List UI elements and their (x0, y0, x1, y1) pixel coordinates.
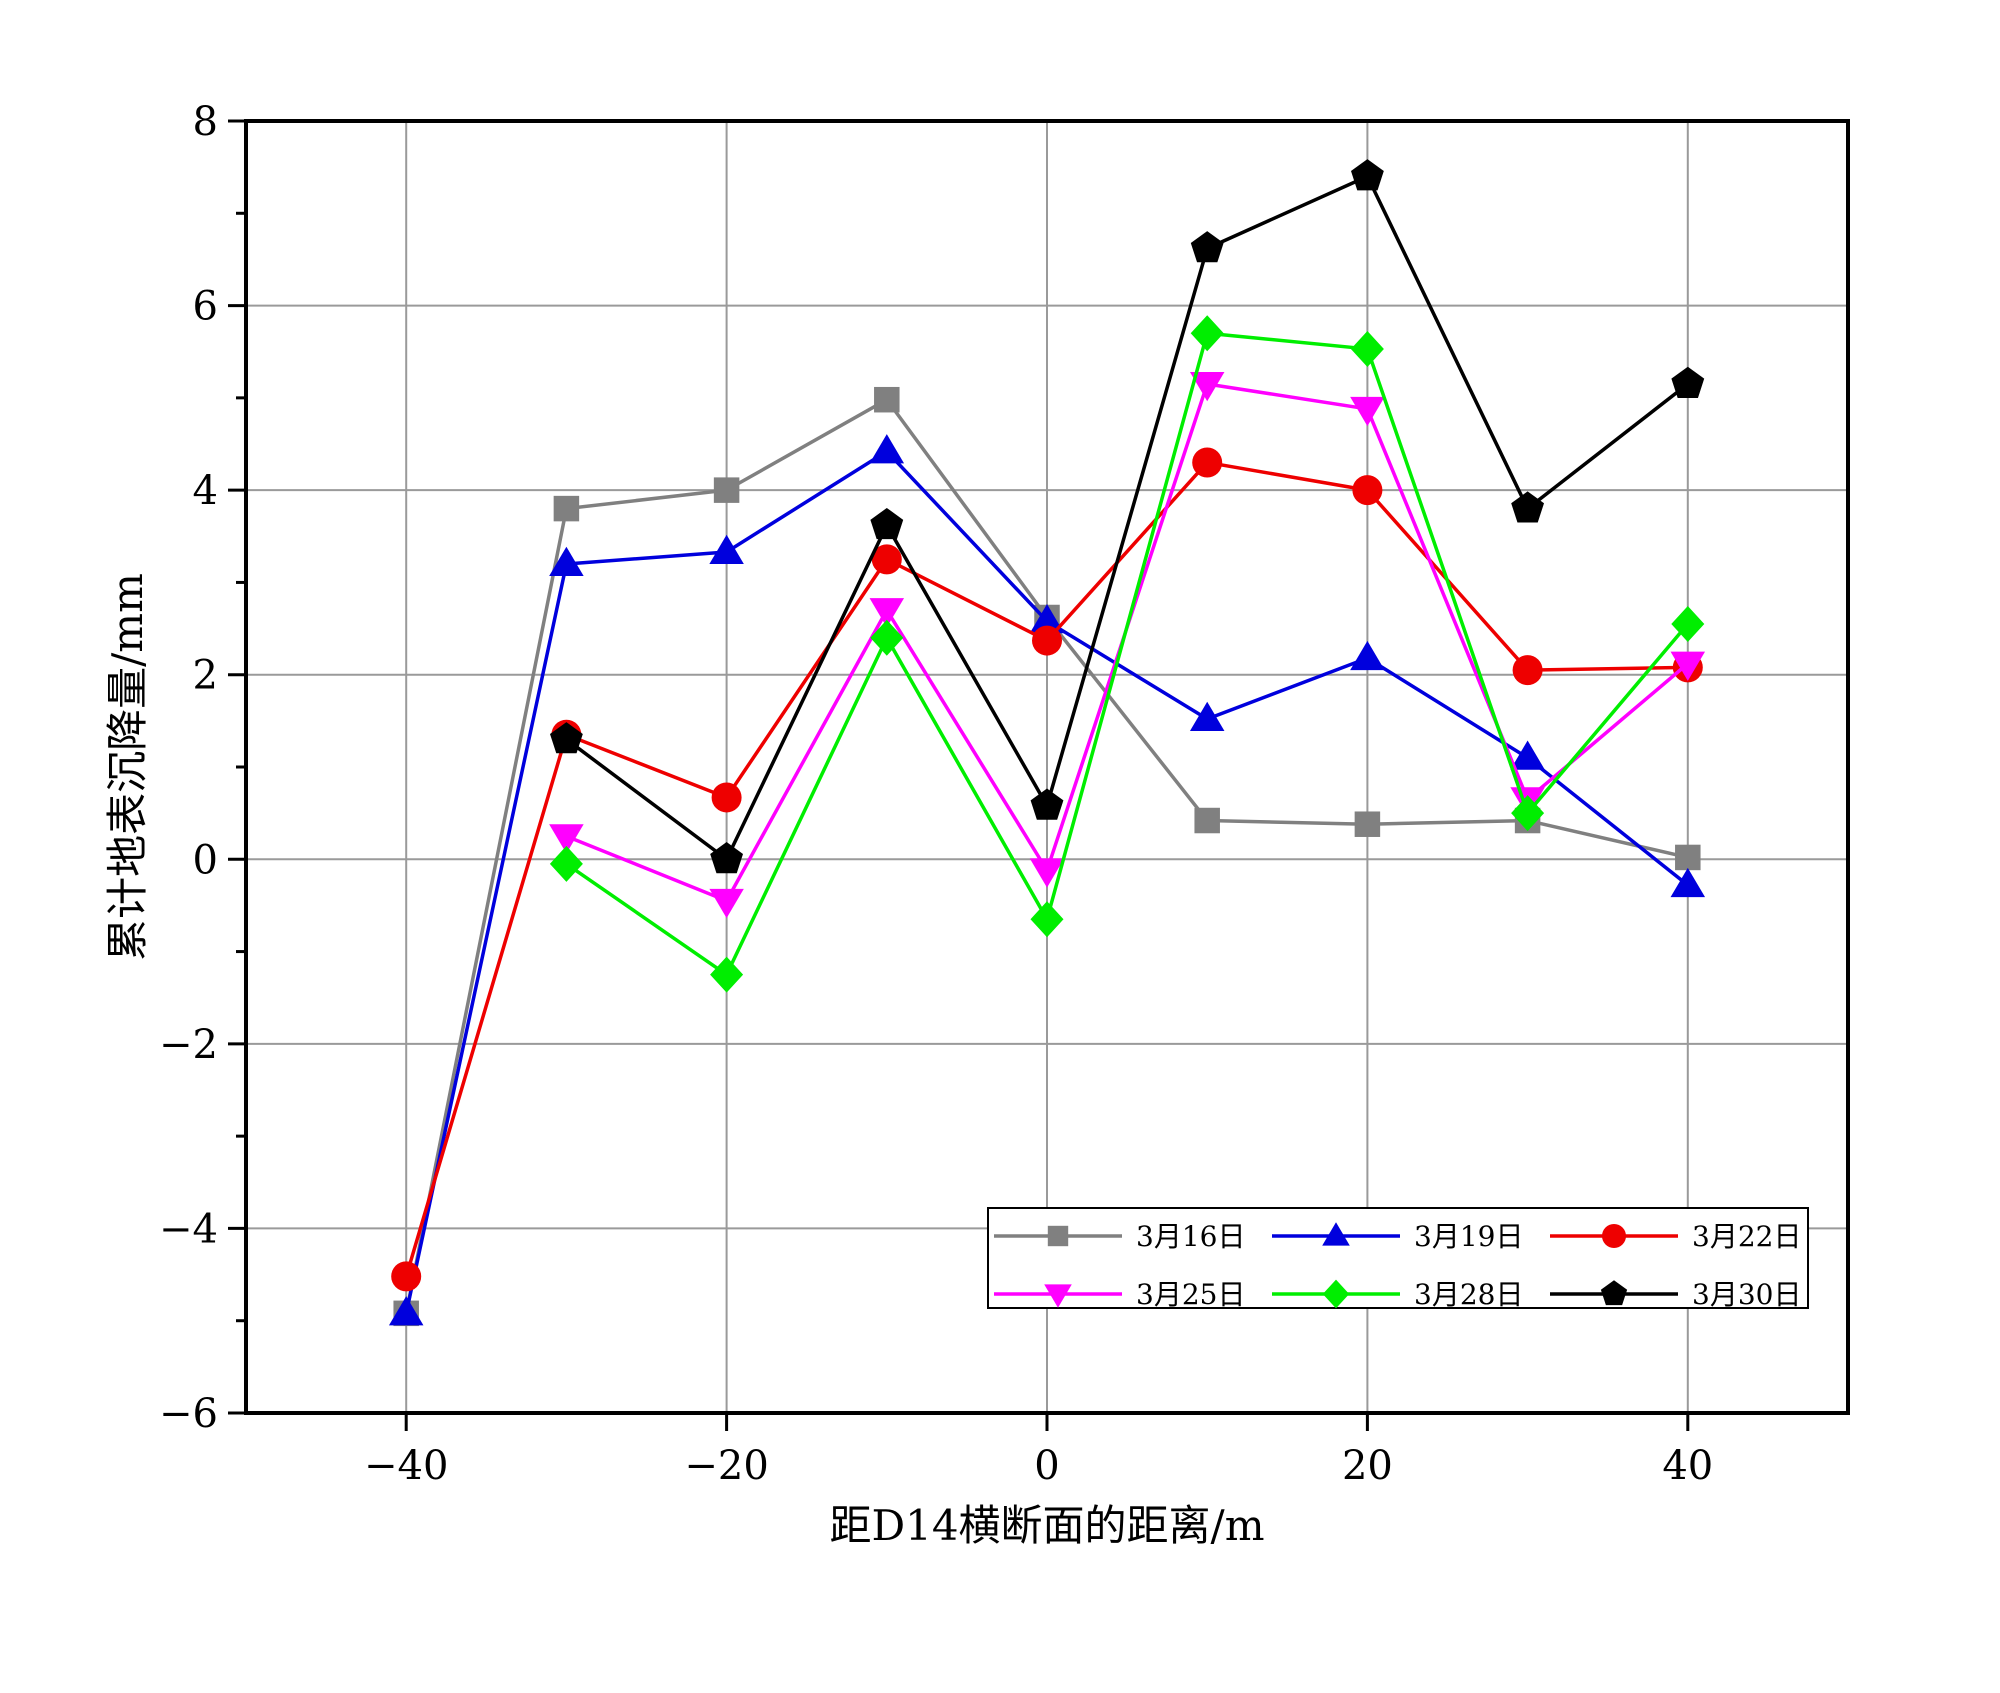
data-point (1192, 447, 1223, 478)
legend-item: 3月22日 (1550, 1220, 1801, 1253)
legend-item: 3月19日 (1272, 1220, 1523, 1253)
legend-label: 3月28日 (1414, 1278, 1523, 1311)
series-3 (391, 447, 1703, 1292)
data-point (1350, 330, 1384, 367)
data-point (870, 507, 904, 540)
data-point (710, 956, 744, 993)
data-point (1350, 159, 1384, 191)
data-point (1030, 901, 1064, 938)
data-point (869, 598, 905, 628)
series-layer (388, 159, 1706, 1327)
data-point (549, 845, 583, 882)
legend-item: 3月25日 (994, 1278, 1245, 1311)
y-tick-label: 4 (193, 468, 218, 514)
y-tick-label: 6 (193, 284, 218, 330)
x-axis-title: 距D14横断面的距离/m (829, 1501, 1264, 1550)
legend-label: 3月19日 (1414, 1220, 1523, 1253)
y-tick-label: 8 (193, 99, 218, 145)
data-point (1511, 491, 1545, 523)
data-point (1350, 640, 1385, 671)
data-point (710, 842, 744, 874)
y-axis-title: 累计地表沉降量/mm (103, 573, 152, 961)
data-point (549, 722, 583, 754)
data-point (1670, 867, 1706, 898)
series-2 (388, 434, 1706, 1326)
data-point (874, 386, 900, 413)
series-5 (549, 315, 1705, 993)
data-point (1671, 605, 1705, 642)
legend: 3月16日 3月19日 3月22日 3月25日 3月28日 3月30日 (987, 1207, 1809, 1311)
data-point (870, 619, 904, 656)
legend-label: 3月22日 (1692, 1220, 1801, 1253)
data-point (1602, 1224, 1626, 1248)
x-tick-label: 40 (1662, 1443, 1713, 1489)
data-point (553, 495, 580, 522)
x-tick-label: 20 (1342, 1443, 1393, 1489)
data-point (1600, 1280, 1628, 1306)
data-point (1671, 366, 1705, 398)
data-point (1670, 651, 1706, 681)
data-point (1047, 1225, 1069, 1247)
data-point (1189, 701, 1225, 732)
data-point (549, 546, 584, 576)
data-point (1190, 315, 1224, 352)
data-point (711, 782, 742, 813)
data-point (1352, 475, 1383, 506)
data-point (1029, 858, 1065, 888)
series-4 (549, 372, 1706, 919)
data-point (549, 824, 584, 854)
y-tick-label: −4 (159, 1206, 218, 1252)
series-line (565, 174, 1689, 862)
y-tick-label: 2 (193, 653, 218, 699)
legend-item: 3月16日 (994, 1220, 1245, 1253)
data-point (871, 544, 902, 575)
data-point (869, 434, 905, 464)
data-point (1322, 1222, 1350, 1246)
data-point (1030, 788, 1064, 820)
legend-item: 3月28日 (1272, 1278, 1523, 1311)
data-point (1510, 740, 1545, 770)
data-point (1511, 795, 1545, 832)
data-point (1322, 1279, 1350, 1309)
x-tick-label: −40 (364, 1443, 448, 1489)
series-line (565, 331, 1690, 977)
legend-label: 3月16日 (1136, 1220, 1245, 1253)
data-point (1029, 603, 1065, 634)
legend-item: 3月30日 (1550, 1278, 1801, 1311)
data-point (709, 888, 744, 919)
data-point (709, 534, 744, 564)
data-point (1189, 372, 1225, 402)
data-point (1032, 625, 1062, 656)
data-point (1044, 1284, 1072, 1308)
data-point (1350, 396, 1385, 427)
series-6 (549, 159, 1705, 874)
data-point (713, 477, 740, 503)
data-point (388, 1296, 424, 1326)
data-point (1354, 811, 1381, 837)
data-point (1675, 844, 1701, 871)
y-tick-label: 0 (193, 837, 218, 883)
legend-label: 3月30日 (1692, 1278, 1801, 1311)
x-tick-label: 0 (1034, 1443, 1059, 1489)
y-tick-label: −6 (159, 1391, 218, 1437)
data-point (391, 1261, 422, 1292)
x-tick-label: −20 (684, 1443, 768, 1489)
legend-box (987, 1207, 1809, 1309)
data-point (1190, 231, 1224, 263)
legend-label: 3月25日 (1136, 1278, 1245, 1311)
data-point (1512, 655, 1543, 686)
y-tick-label: −2 (159, 1022, 218, 1068)
data-point (1194, 807, 1220, 834)
